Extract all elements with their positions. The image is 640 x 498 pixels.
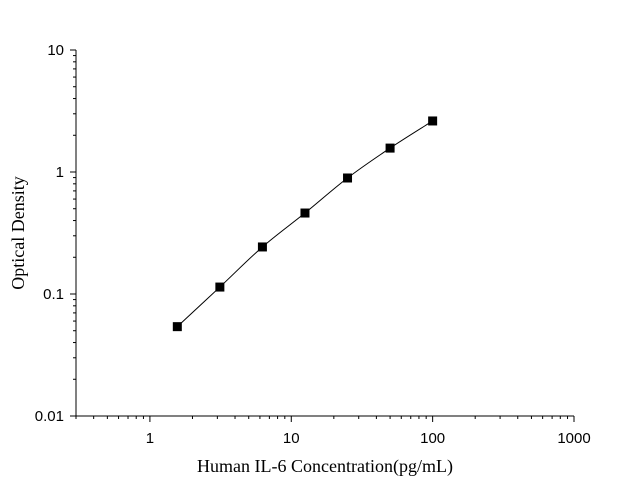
x-tick-label: 10 (283, 430, 300, 447)
data-point (215, 282, 225, 292)
x-axis-label: Human IL-6 Concentration(pg/mL) (197, 456, 453, 477)
data-point (343, 173, 353, 183)
data-points (172, 116, 438, 332)
x-tick-label: 100 (420, 430, 445, 447)
data-point (300, 208, 310, 218)
axes (70, 49, 575, 422)
x-tick-label: 1 (146, 430, 154, 447)
data-point (257, 242, 267, 252)
y-axis-label: Optical Density (8, 176, 28, 289)
tick-labels: 1 10 100 1000 0.01 0.1 1 10 (35, 42, 591, 447)
data-point (172, 322, 182, 332)
y-tick-label: 0.1 (43, 286, 64, 303)
y-tick-label: 0.01 (35, 408, 64, 425)
y-tick-label: 10 (47, 42, 64, 59)
y-tick-label: 1 (56, 164, 64, 181)
data-point (428, 116, 438, 126)
x-tick-label: 1000 (557, 430, 590, 447)
data-point (385, 143, 395, 153)
